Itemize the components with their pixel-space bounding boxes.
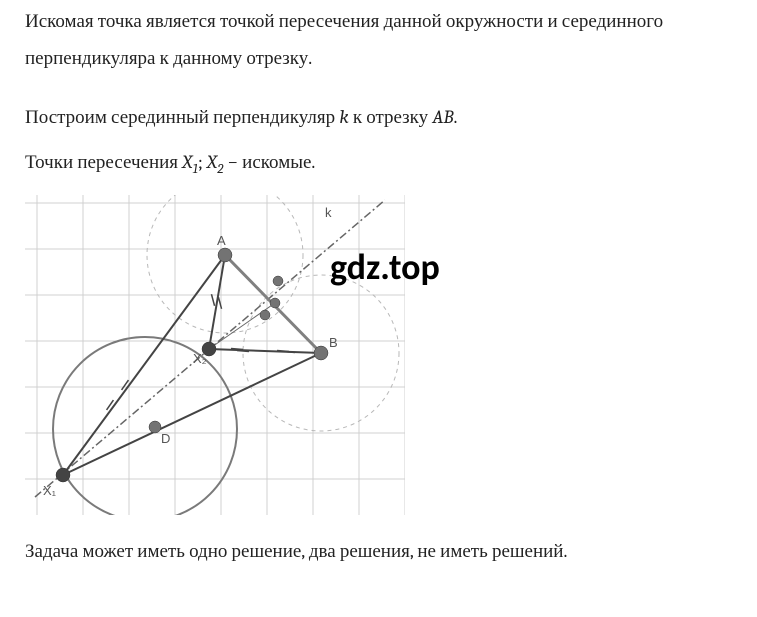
watermark: gdz.top [330, 245, 440, 289]
p3-suffix: − искомые. [223, 151, 315, 173]
p2-prefix: Построим серединный перпендикуляр [25, 106, 339, 128]
symbol-ab: AB [432, 106, 453, 128]
p3-sep: ; [198, 151, 207, 173]
svg-text:D: D [161, 431, 170, 446]
paragraph-3: Точки пересечения X1; X2 − искомые. [25, 144, 732, 183]
figure-container: A B X₂ D X₁ k gdz.top [25, 195, 732, 519]
paragraph-2: Построим серединный перпендикуляр k к от… [25, 99, 732, 136]
symbol-x1: X1 [182, 151, 198, 173]
x2-base: X [207, 151, 217, 173]
geometry-figure: A B X₂ D X₁ k [25, 195, 405, 515]
p2-suffix: . [454, 106, 458, 128]
paragraph-1: Искомая точка является точкой пересечени… [25, 3, 732, 77]
svg-text:X₁: X₁ [43, 483, 57, 498]
symbol-k: k [339, 106, 348, 128]
svg-text:A: A [217, 233, 226, 248]
svg-text:B: B [329, 335, 338, 350]
p2-mid: к отрезку [349, 106, 433, 128]
paragraph-4: Задача может иметь одно решение, два реш… [25, 533, 732, 570]
x1-base: X [182, 151, 192, 173]
svg-text:k: k [325, 205, 332, 220]
p3-prefix: Точки пересечения [25, 151, 182, 173]
symbol-x2: X2 [207, 151, 223, 173]
svg-text:X₂: X₂ [193, 351, 207, 366]
